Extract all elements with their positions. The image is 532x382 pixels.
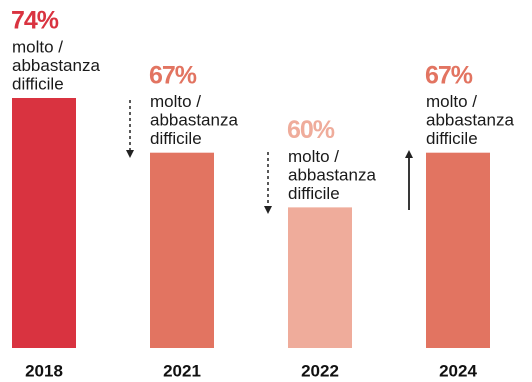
bar (150, 152, 214, 348)
x-tick-label: 2022 (301, 361, 339, 380)
bar-sublabel: molto / (150, 92, 201, 111)
bar-sublabel: difficile (12, 74, 64, 93)
bar (12, 98, 76, 348)
x-tick-label: 2018 (25, 361, 63, 380)
bar-sublabel: abbastanza (426, 111, 514, 130)
bar-sublabel: molto / (426, 92, 477, 111)
bar-sublabel: molto / (288, 147, 339, 166)
bar-sublabel: difficile (288, 184, 340, 203)
value-label: 67% (425, 61, 473, 89)
value-label: 60% (287, 116, 335, 144)
bar-sublabel: difficile (150, 129, 202, 148)
bar (426, 152, 490, 348)
bar-sublabel: abbastanza (288, 165, 376, 184)
x-tick-label: 2024 (439, 361, 477, 380)
value-label: 67% (149, 61, 197, 89)
bar-sublabel: molto / (12, 37, 63, 56)
bar-sublabel: abbastanza (12, 56, 100, 75)
bar-sublabel: abbastanza (150, 111, 238, 130)
x-tick-label: 2021 (163, 361, 201, 380)
bar-sublabel: difficile (426, 129, 478, 148)
value-label: 74% (11, 7, 59, 35)
bar (288, 207, 352, 348)
